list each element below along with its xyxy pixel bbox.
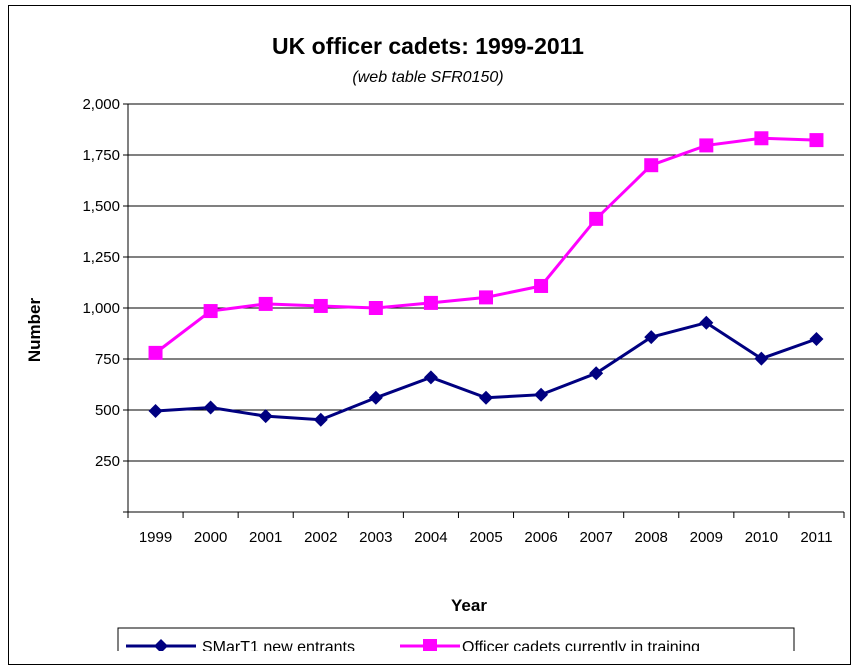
chart-title: UK officer cadets: 1999-2011	[272, 33, 584, 59]
data-point-series-1	[368, 390, 383, 405]
chart-area	[8, 5, 851, 665]
data-point-series-1	[258, 409, 273, 424]
y-tick-label: 1,000	[82, 300, 120, 317]
data-point-series-2	[423, 295, 438, 310]
data-point-series-2	[644, 158, 659, 173]
x-axis-title: Year	[451, 596, 487, 615]
x-tick-label: 2007	[579, 529, 612, 546]
x-tick-label: 1999	[139, 529, 172, 546]
data-point-series-1	[644, 330, 659, 345]
data-point-series-2	[203, 304, 218, 319]
data-point-series-1	[423, 370, 438, 385]
x-tick-label: 2010	[745, 529, 778, 546]
x-tick-label: 2004	[414, 529, 447, 546]
data-point-series-1	[534, 387, 549, 402]
y-tick-label: 250	[95, 453, 120, 470]
data-point-series-2	[313, 298, 328, 313]
data-point-series-1	[203, 400, 218, 415]
data-point-series-1	[754, 351, 769, 366]
y-tick-label: 1,750	[82, 147, 120, 164]
data-point-series-2	[368, 301, 383, 315]
series-lines	[148, 131, 824, 427]
data-point-series-2	[589, 211, 604, 226]
x-tick-label: 2001	[249, 529, 282, 546]
legend-marker	[154, 639, 168, 651]
x-tick-label: 2002	[304, 529, 337, 546]
data-point-series-1	[313, 412, 328, 427]
x-tick-label: 2006	[524, 529, 557, 546]
data-point-series-1	[148, 404, 163, 419]
data-point-series-2	[479, 290, 493, 305]
x-tick-label: 2011	[800, 529, 832, 546]
x-tick-label: 2003	[359, 529, 392, 546]
legend-box	[117, 627, 795, 651]
data-point-series-1	[479, 390, 493, 405]
data-point-series-1	[809, 332, 824, 347]
legend: SMarT1 new entrants Officer cadets curren…	[117, 627, 795, 651]
data-point-series-2	[809, 133, 824, 148]
legend-marker	[423, 639, 437, 651]
data-point-series-2	[699, 138, 714, 153]
chart-subtitle: (web table SFR0150)	[352, 69, 503, 86]
data-point-series-2	[148, 345, 163, 360]
data-point-series-2	[258, 296, 273, 311]
y-axis-title: Number	[25, 298, 44, 363]
data-point-series-2	[754, 131, 769, 146]
x-tick-label: 2005	[469, 529, 502, 546]
data-point-series-1	[589, 366, 604, 381]
x-tick-label: 2008	[635, 529, 668, 546]
series-line-1	[155, 321, 817, 422]
data-point-series-1	[699, 315, 714, 330]
line-chart: UK officer cadets: 1999-2011 (web table …	[25, 33, 845, 651]
legend-label: Officer cadets currently in training	[462, 639, 700, 651]
legend-label: SMarT1 new entrants	[202, 639, 355, 651]
y-tick-label: 1,500	[82, 198, 120, 215]
series-line-2	[154, 136, 817, 355]
data-point-series-2	[534, 278, 549, 293]
x-tick-label: 2000	[194, 529, 227, 546]
y-tick-label: 2,000	[82, 96, 120, 113]
x-tick-label: 2009	[690, 529, 723, 546]
axes: 250 500 750 1,000 1,250 1,500 1,750 2,000 1999 20…	[82, 96, 845, 546]
gridlines	[128, 103, 844, 462]
y-tick-label: 1,250	[82, 249, 120, 266]
y-tick-label: 750	[95, 351, 120, 368]
y-tick-label: 500	[95, 402, 120, 419]
